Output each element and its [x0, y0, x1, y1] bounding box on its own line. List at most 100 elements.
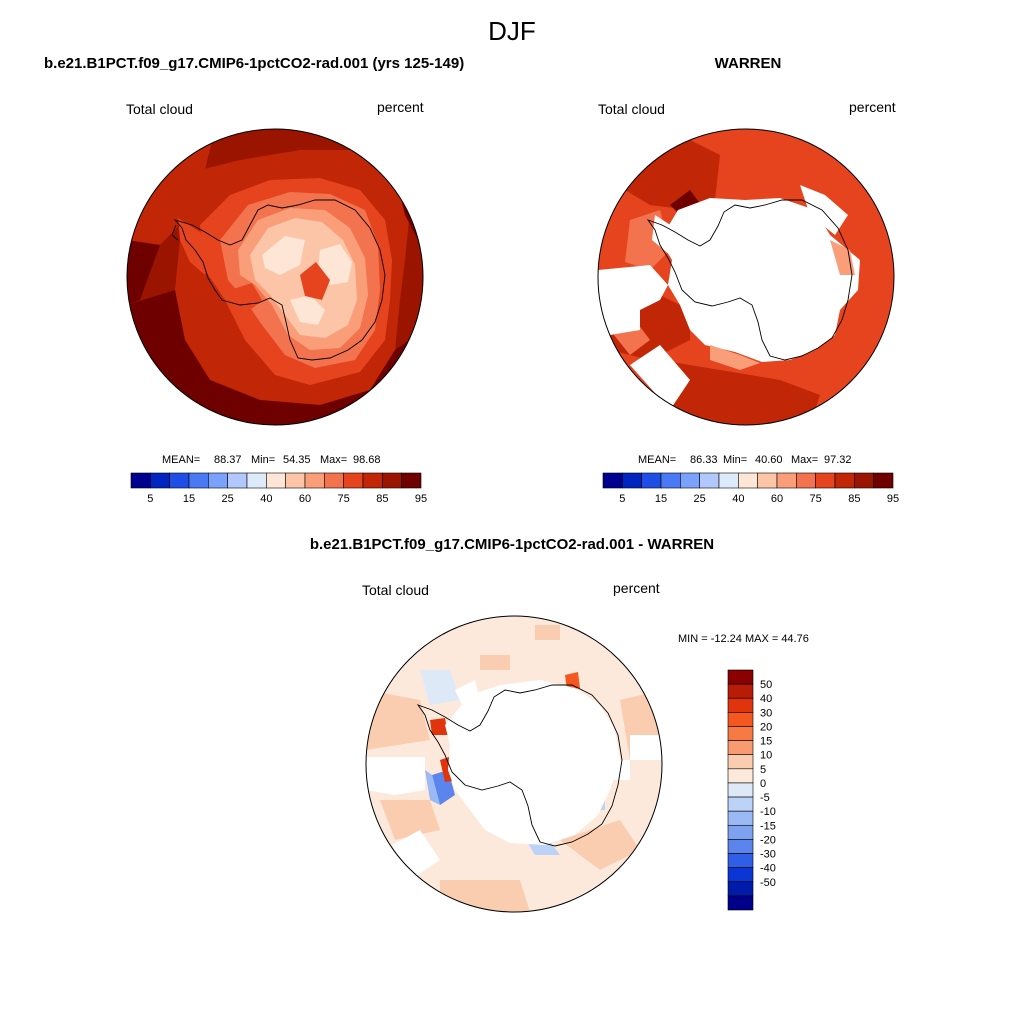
map-a-coastline	[173, 199, 386, 361]
map-a-region	[318, 244, 352, 285]
colorbar-tick-label: 50	[760, 679, 772, 691]
colorbar-tick-label: -20	[760, 834, 776, 846]
panel-a-variable: Total cloud	[126, 101, 193, 117]
stat-max-label: Max=	[320, 454, 347, 466]
stat-max-value: 97.32	[824, 454, 852, 466]
colorbar-swatch	[727, 754, 754, 770]
map-c-region	[425, 770, 440, 805]
map-b-region	[710, 345, 760, 370]
colorbar-swatch	[130, 472, 151, 489]
map-a-region	[127, 240, 160, 305]
panel-c-minmax: MIN = -12.24 MAX = 44.76	[678, 633, 809, 645]
colorbar-swatch	[727, 895, 754, 911]
colorbar-tick-label: 15	[760, 736, 772, 748]
colorbar-swatch	[304, 472, 325, 489]
map-a-region	[300, 262, 330, 300]
colorbar-swatch	[727, 768, 754, 784]
colorbar-tick-label: 15	[183, 493, 195, 505]
colorbar-tick-label: 0	[760, 778, 766, 790]
colorbar-swatch	[727, 839, 754, 854]
stat-min-label: Min=	[251, 454, 275, 466]
colorbar-tick-label: -40	[760, 863, 776, 875]
colorbar-swatch	[680, 472, 700, 489]
colorbar-tick-label: -50	[760, 877, 776, 889]
map-c-region	[420, 670, 460, 705]
colorbar-swatch	[362, 472, 383, 489]
colorbar-tick-label: 85	[848, 493, 860, 505]
panel-a-title: b.e21.B1PCT.f09_g17.CMIP6-1pctCO2-rad.00…	[44, 55, 464, 72]
colorbar-tick-label: 5	[147, 493, 153, 505]
panel-b-stats: MEAN= 86.33 Min= 40.60 Max= 97.32	[638, 454, 852, 466]
colorbar-swatch	[401, 472, 422, 489]
colorbar-swatch	[727, 824, 754, 840]
colorbar-tick-label: 40	[260, 493, 272, 505]
colorbar-a: 5 15 25 40 60 75 85 95	[130, 472, 427, 505]
map-b-missing	[630, 345, 690, 410]
stat-max-label: Max=	[791, 454, 818, 466]
map-c-missing	[600, 760, 630, 780]
map-c-region	[366, 690, 430, 750]
map-c-missing	[630, 735, 662, 760]
stat-mean-label: MEAN=	[162, 454, 200, 466]
colorbar-swatch	[727, 881, 754, 897]
map-a-border	[126, 128, 424, 426]
colorbar-swatch	[324, 472, 344, 489]
colorbar-tick-label: 5	[760, 764, 766, 776]
stat-max-value: 98.68	[353, 454, 381, 466]
colorbar-swatch	[727, 740, 754, 756]
colorbar-swatch	[727, 726, 754, 741]
colorbar-tick-label: 95	[415, 493, 427, 505]
stat-min-value: 40.60	[755, 454, 783, 466]
colorbar-swatch	[796, 472, 816, 489]
colorbar-swatch	[727, 683, 754, 699]
map-a-coastline	[171, 224, 179, 241]
colorbar-swatch	[150, 472, 170, 489]
map-c-region	[380, 800, 440, 840]
stat-mean-value: 88.37	[214, 454, 242, 466]
colorbar-swatch	[815, 472, 836, 489]
colorbar-tick-label: 10	[760, 750, 772, 762]
map-b-region	[650, 360, 820, 425]
colorbar-swatch	[727, 669, 754, 685]
colorbar-tick-label: -10	[760, 806, 776, 818]
stat-mean-label: MEAN=	[638, 454, 676, 466]
colorbar-tick-label: -30	[760, 849, 776, 861]
colorbar-swatch	[641, 472, 662, 489]
colorbar-tick-label: 15	[655, 493, 667, 505]
panel-a-map	[126, 128, 424, 426]
colorbar-tick-label: -5	[760, 792, 770, 804]
map-c-missing	[445, 680, 620, 845]
colorbar-swatch	[738, 472, 758, 489]
panel-b-title: WARREN	[715, 55, 782, 72]
map-a-region	[290, 295, 325, 325]
stat-mean-value: 86.33	[690, 454, 718, 466]
colorbar-swatch	[776, 472, 797, 489]
colorbar-tick-label: 25	[694, 493, 706, 505]
colorbar-swatch	[208, 472, 228, 489]
panel-c-units: percent	[613, 580, 660, 596]
colorbar-swatch	[757, 472, 778, 489]
map-b-coastline	[646, 199, 853, 361]
panel-b-map	[597, 128, 895, 426]
colorbar-tick-label: 75	[810, 493, 822, 505]
colorbar-swatch	[285, 472, 306, 489]
panel-a-units: percent	[377, 99, 424, 115]
colorbar-b: 5 15 25 40 60 75 85 95	[602, 472, 899, 505]
colorbar-tick-label: -15	[760, 820, 776, 832]
colorbar-tick-label: 40	[732, 493, 744, 505]
colorbar-tick-label: 40	[760, 693, 772, 705]
panel-a-stats: MEAN= 88.37 Min= 54.35 Max= 98.68	[162, 454, 381, 466]
colorbar-swatch	[188, 472, 209, 489]
colorbar-swatch	[246, 472, 267, 489]
panel-b-units: percent	[849, 99, 896, 115]
stat-min-label: Min=	[723, 454, 747, 466]
colorbar-swatch	[727, 697, 754, 713]
colorbar-tick-label: 75	[338, 493, 350, 505]
map-c-region	[565, 672, 580, 690]
map-c-region	[440, 880, 530, 912]
map-a-region	[127, 290, 423, 425]
colorbar-swatch	[266, 472, 286, 489]
figure-title: DJF	[488, 16, 536, 46]
